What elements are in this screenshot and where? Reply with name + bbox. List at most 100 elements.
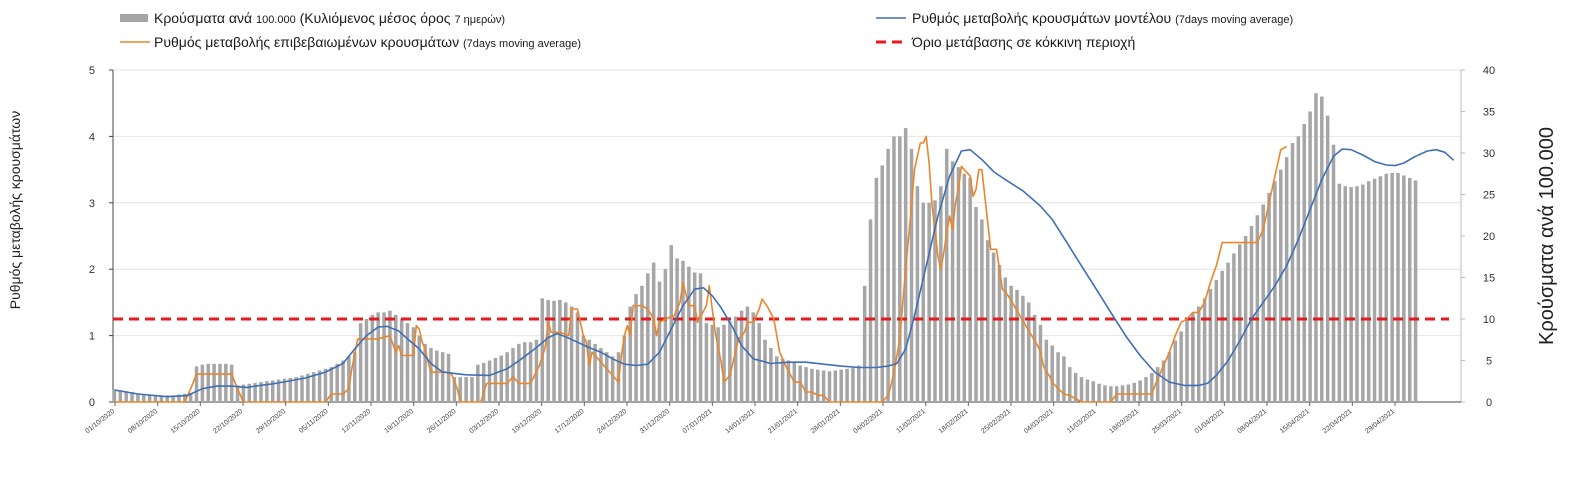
bar — [774, 356, 779, 402]
bar — [552, 300, 556, 402]
bar — [1243, 236, 1248, 402]
bar — [769, 348, 773, 402]
bar — [171, 395, 175, 402]
bar — [118, 390, 123, 402]
bar — [394, 314, 398, 402]
y-left-tick-label: 0 — [89, 397, 95, 409]
legend-threshold-label: Όριο μετάβασης σε κόκκινη περιοχή — [911, 34, 1135, 50]
bar — [522, 342, 527, 402]
bar — [235, 385, 240, 402]
bar — [1015, 289, 1019, 402]
bar — [710, 324, 715, 402]
bar — [435, 350, 439, 402]
bar — [224, 363, 228, 402]
x-tick-label: 15/10/2020 — [170, 408, 202, 435]
x-tick-label: 01/10/2020 — [84, 408, 116, 435]
bar — [886, 148, 890, 402]
bar — [1284, 157, 1289, 402]
x-tick-label: 15/04/2021 — [1279, 408, 1311, 435]
bar — [1337, 183, 1342, 402]
bar — [1325, 115, 1330, 403]
bar — [605, 352, 609, 402]
bar — [276, 379, 281, 402]
bar — [716, 327, 720, 402]
bar — [194, 366, 199, 402]
bar — [1208, 289, 1213, 402]
legend-confirmed-label: Ρυθμός μεταβολής επιβεβαιωμένων κρουσμάτ… — [154, 34, 581, 50]
bar — [1349, 187, 1353, 402]
bar — [1038, 324, 1043, 402]
bar — [663, 269, 668, 402]
bar — [446, 353, 451, 402]
x-tick-label: 31/12/2020 — [639, 408, 671, 435]
x-tick-label: 18/03/2021 — [1108, 408, 1140, 435]
bar — [763, 339, 767, 402]
bar — [470, 377, 474, 402]
bar — [376, 312, 380, 402]
x-tick-label: 19/11/2020 — [383, 408, 415, 435]
bar — [780, 358, 785, 402]
bar — [364, 319, 369, 402]
bar — [1103, 385, 1107, 402]
bar — [950, 161, 955, 402]
bar — [165, 395, 169, 402]
bar — [569, 306, 574, 402]
bar — [1132, 382, 1137, 402]
x-tick-label: 11/03/2021 — [1066, 408, 1098, 435]
bar — [956, 167, 961, 402]
plot-area: 0 1 2 3 4 5 0 5 10 15 20 25 30 35 40 01/10/2020 08/10/20… — [84, 65, 1495, 435]
bar — [1109, 386, 1113, 402]
bar — [323, 368, 328, 402]
bar — [1384, 173, 1389, 402]
x-tick-label: 11/02/2021 — [895, 408, 927, 435]
bar — [558, 299, 562, 402]
bar — [786, 360, 791, 402]
x-tick-label: 29/10/2020 — [255, 408, 287, 435]
x-tick-label: 22/10/2020 — [212, 408, 244, 435]
bar — [136, 393, 140, 402]
bar — [1196, 306, 1201, 402]
bar — [188, 392, 193, 402]
bar — [581, 335, 586, 402]
bar — [1390, 172, 1394, 402]
bar — [1314, 93, 1318, 403]
bar — [335, 363, 339, 402]
bar — [833, 370, 838, 402]
bar — [353, 352, 357, 402]
bar — [939, 186, 943, 402]
bar — [130, 392, 134, 402]
bar — [804, 367, 808, 402]
bar — [839, 369, 843, 402]
bar — [241, 384, 246, 402]
x-tick-label: 25/02/2021 — [980, 408, 1012, 435]
bar — [991, 252, 996, 402]
bar — [874, 177, 879, 402]
y-right-axis-title: Κρούσματα ανά 100.000 — [1536, 127, 1558, 345]
x-tick-label: 08/04/2021 — [1236, 408, 1268, 435]
bar — [610, 356, 615, 402]
bar — [1255, 215, 1260, 402]
bar — [1249, 226, 1254, 402]
bar — [1214, 279, 1219, 402]
legend-bars-label: Κρούσματα ανά 100.000 (Κυλιόμενος μέσος … — [154, 10, 505, 26]
x-tick-label: 18/02/2021 — [938, 408, 970, 435]
bar — [675, 258, 679, 402]
bar — [751, 312, 756, 402]
bar — [1296, 136, 1301, 402]
bar — [1302, 123, 1306, 402]
bar — [692, 272, 697, 402]
bar — [411, 327, 416, 402]
bar — [816, 369, 820, 402]
bar — [212, 363, 216, 402]
bar — [1050, 345, 1054, 402]
bar — [628, 306, 632, 402]
bar — [1232, 253, 1236, 402]
y-right-tick-label: 15 — [1483, 273, 1495, 285]
x-tick-label: 22/04/2021 — [1322, 408, 1354, 435]
bar — [300, 375, 304, 402]
bar — [851, 367, 855, 402]
bar — [499, 355, 504, 402]
bar — [640, 285, 644, 402]
